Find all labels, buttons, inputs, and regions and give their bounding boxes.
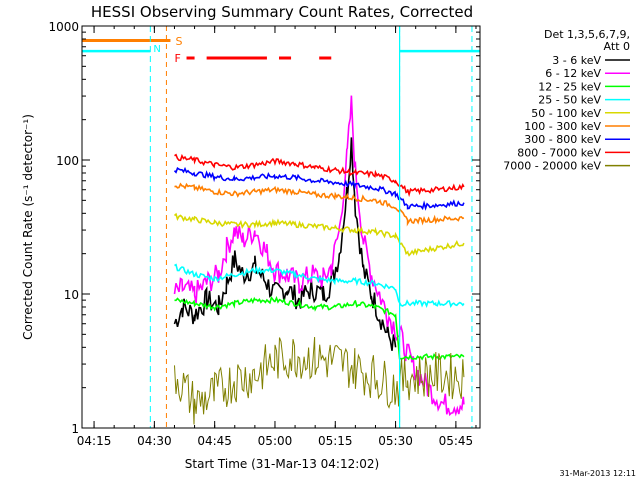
series-line-8	[174, 153, 465, 198]
series-line-5	[173, 212, 465, 257]
plot-frame	[81, 25, 481, 429]
series-line-9	[174, 336, 465, 425]
legend-entry-2: 6 - 12 keV	[545, 67, 601, 80]
legend-entry-4: 25 - 50 keV	[538, 94, 601, 107]
axes-layer: 04:15 04:30 04:45 05:00 05:15 05:30 05:45 1 10 10…	[48, 20, 480, 448]
legend-entry-8: 800 - 7000 keV	[517, 146, 601, 159]
x-tick-label-3: 04:45	[197, 434, 232, 448]
legend-entry-9: 7000 - 20000 keV	[503, 160, 601, 173]
flare-label: F	[175, 52, 181, 65]
x-tick-label-2: 04:30	[137, 434, 172, 448]
series-line-1	[173, 137, 397, 351]
y-tick-label-1: 1	[71, 422, 79, 436]
y-axis-label: Corrected Count Rate (s⁻¹ detector⁻¹)	[21, 114, 35, 340]
annotations-layer: S N F	[82, 26, 480, 428]
saa-label: S	[175, 35, 182, 48]
series-line-4	[174, 263, 465, 308]
series-line-3	[174, 295, 465, 361]
y-tick-label-3: 100	[56, 154, 79, 168]
legend-entry-1: 3 - 6 keV	[552, 54, 601, 67]
x-axis-label: Start Time (31-Mar-13 04:12:02)	[185, 457, 379, 471]
y-tick-label-4: 1000	[48, 20, 79, 34]
chart-title: HESSI Observing Summary Count Rates, Cor…	[91, 3, 473, 21]
night-label: N	[153, 44, 160, 55]
series-line-6	[174, 182, 465, 227]
legend-subtitle: Att 0	[604, 40, 630, 53]
legend-entry-6: 100 - 300 keV	[524, 120, 601, 133]
footer-date: 31-Mar-2013 12:11	[560, 469, 637, 478]
legend-entry-7: 300 - 800 keV	[524, 133, 601, 146]
legend-entry-5: 50 - 100 keV	[531, 107, 601, 120]
x-tick-label-5: 05:15	[318, 434, 353, 448]
x-tick-label-6: 05:30	[378, 434, 413, 448]
series-line-7	[173, 166, 465, 211]
x-tick-label-4: 05:00	[258, 434, 293, 448]
x-tick-label-7: 05:45	[439, 434, 474, 448]
legend-title: Det 1,3,5,6,7,9,	[544, 28, 630, 41]
y-tick-label-2: 10	[64, 288, 79, 302]
curves-layer	[173, 95, 465, 425]
x-tick-label-1: 04:15	[77, 434, 112, 448]
legend-entry-3: 12 - 25 keV	[538, 80, 601, 93]
